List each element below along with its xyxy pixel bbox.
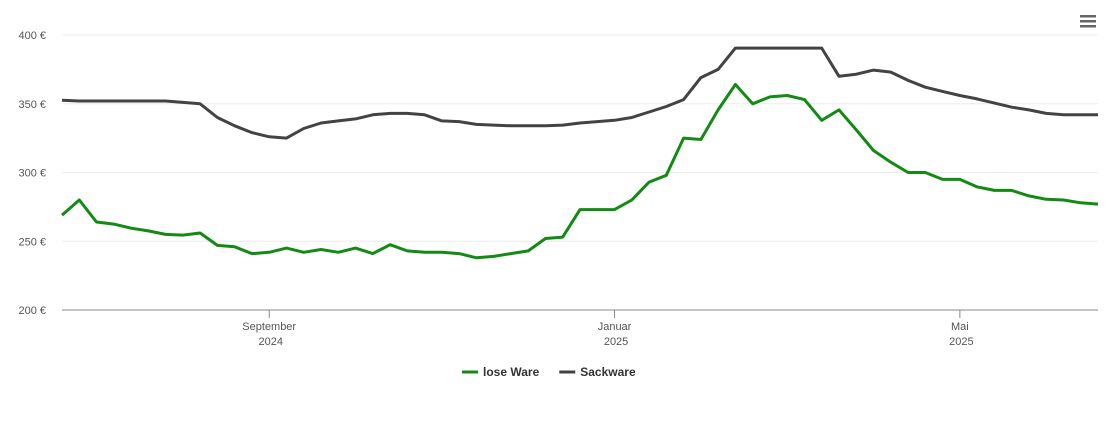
y-tick-label: 250 € [18, 236, 46, 248]
x-tick-label: September 2024 [242, 321, 296, 348]
x-tick-label: Mai 2025 [946, 321, 974, 348]
y-tick-label: 300 € [18, 168, 46, 180]
y-tick-label: 400 € [18, 30, 46, 42]
y-tick-label: 350 € [18, 99, 46, 111]
series-line [61, 83, 1099, 260]
series-line [61, 46, 1098, 140]
y-tick-label: 200 € [18, 305, 46, 317]
menu-icon[interactable] [1080, 15, 1096, 28]
legend: lose Ware Sackware [462, 365, 636, 379]
x-tick-label: Januar 2025 [598, 321, 632, 348]
legend-label: Sackware [580, 365, 636, 379]
legend-label: lose Ware [483, 365, 540, 379]
